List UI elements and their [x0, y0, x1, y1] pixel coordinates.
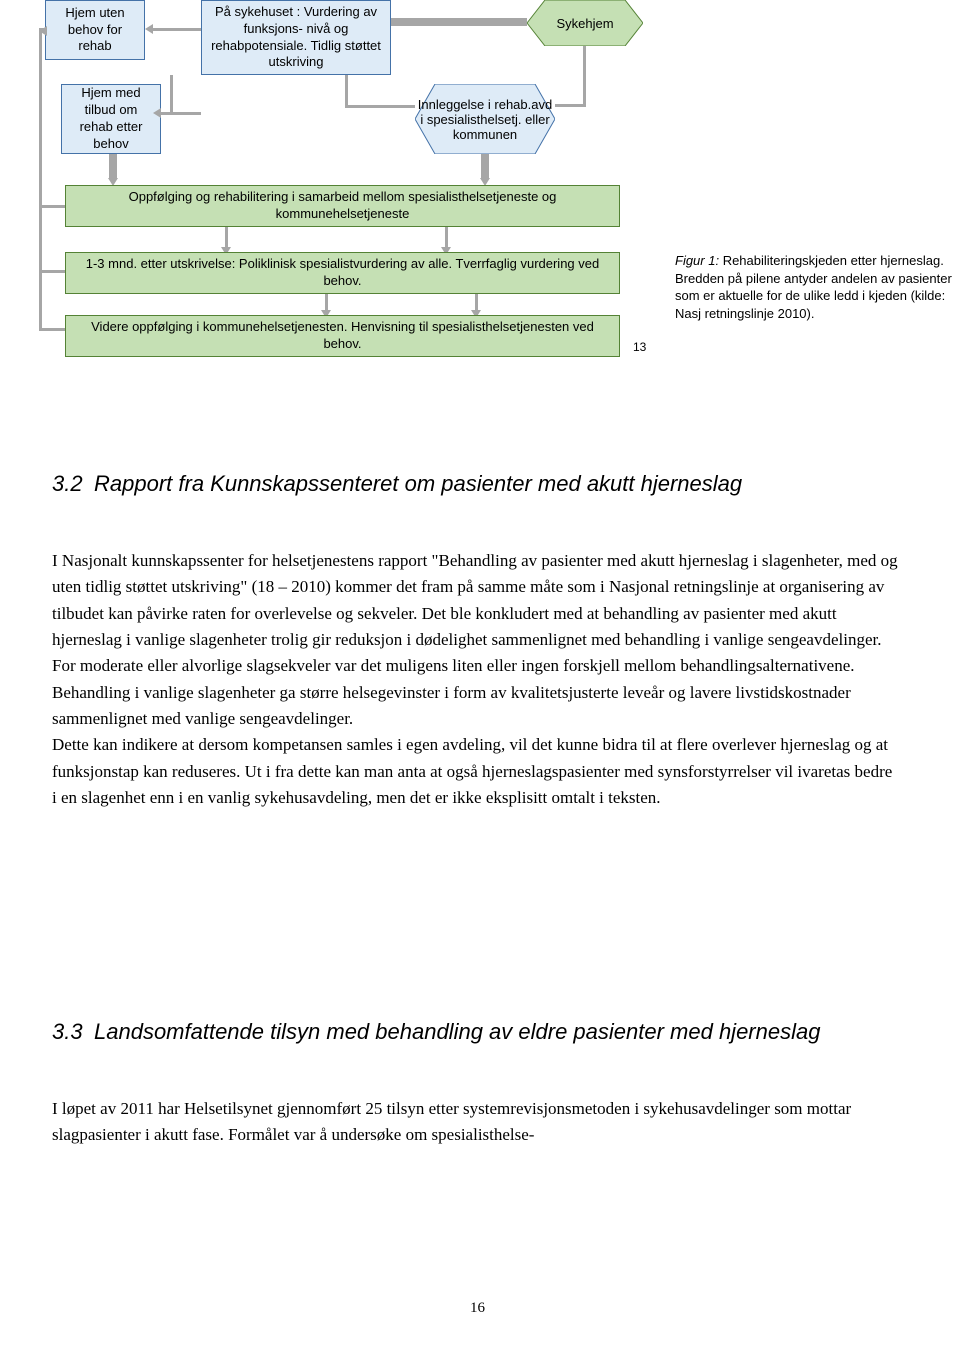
heading-3-2-num: 3.2 [52, 470, 94, 499]
para-3-2: I Nasjonalt kunnskapssenter for helsetje… [52, 548, 898, 811]
flowchart-diagram: Hjem uten behov for rehab På sykehuset :… [45, 0, 955, 420]
caption-prefix: Figur 1: [675, 253, 719, 268]
para-3-3: I løpet av 2011 har Helsetilsynet gjenno… [52, 1096, 898, 1149]
box-oppfolging: Oppfølging og rehabilitering i samarbeid… [65, 185, 620, 227]
hex-sykehjem-label: Sykehjem [556, 16, 613, 31]
page-number: 16 [470, 1300, 485, 1317]
box-hjem-uten: Hjem uten behov for rehab [45, 0, 145, 60]
heading-3-3: 3.3Landsomfattende tilsyn med behandling… [52, 1018, 882, 1047]
box-hjem-med: Hjem med tilbud om rehab etter behov [61, 84, 161, 154]
box-13mnd: 1-3 mnd. etter utskrivelse: Poliklinisk … [65, 252, 620, 294]
hex-sykehjem: Sykehjem [527, 0, 643, 46]
heading-3-3-title: Landsomfattende tilsyn med behandling av… [94, 1019, 820, 1044]
heading-3-3-num: 3.3 [52, 1018, 94, 1047]
box-innleggelse: Innleggelse i rehab.avd i spesialisthels… [415, 84, 555, 154]
box-videre: Videre oppfølging i kommunehelsetjeneste… [65, 315, 620, 357]
figure-caption: Figur 1: Rehabiliteringskjeden etter hje… [675, 252, 955, 322]
box-sykehus: På sykehuset : Vurdering av funksjons- n… [201, 0, 391, 75]
heading-3-2: 3.2Rapport fra Kunnskapssenteret om pasi… [52, 470, 882, 499]
footnote-13: 13 [633, 340, 646, 354]
box-innleggelse-label: Innleggelse i rehab.avd i spesialisthels… [415, 97, 555, 142]
heading-3-2-title: Rapport fra Kunnskapssenteret om pasient… [94, 471, 742, 496]
